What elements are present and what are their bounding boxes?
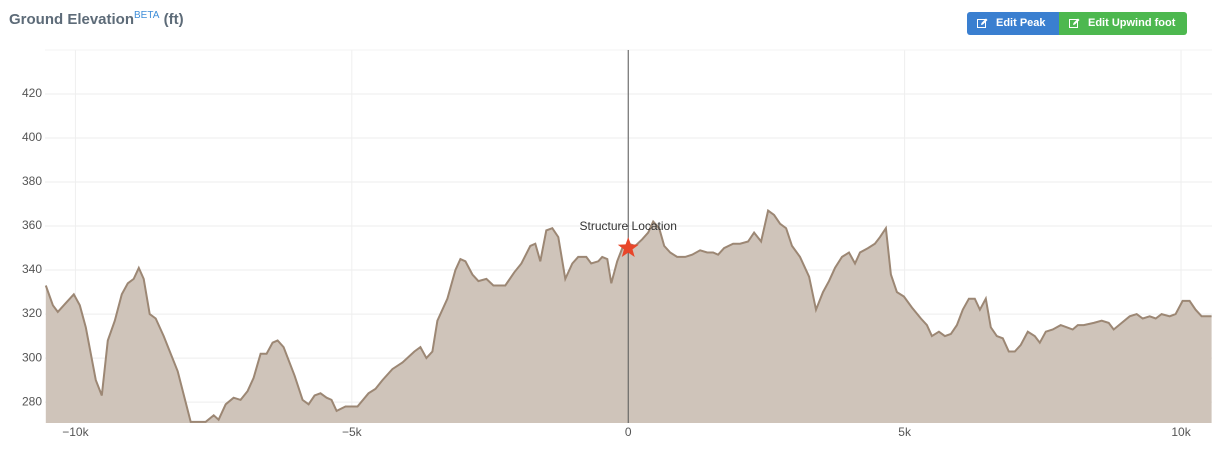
- edit-icon: [977, 18, 988, 28]
- button-label: Edit Upwind foot: [1088, 17, 1176, 29]
- y-tick-label: 340: [22, 262, 42, 276]
- y-tick-label: 380: [22, 174, 42, 188]
- x-tick-label: 0: [625, 425, 632, 439]
- y-tick-label: 360: [22, 218, 42, 232]
- edit-peak-button[interactable]: Edit Peak: [967, 12, 1059, 35]
- button-label: Edit Peak: [996, 17, 1046, 29]
- y-tick-label: 300: [22, 350, 42, 364]
- structure-marker: [617, 237, 639, 257]
- annotation: Structure Location: [580, 219, 677, 233]
- x-tick-label: 10k: [1171, 425, 1191, 439]
- y-tick-label: 400: [22, 130, 42, 144]
- y-tick-label: 280: [22, 394, 42, 408]
- elevation-line: [44, 208, 1212, 423]
- x-tick-label: 5k: [898, 425, 912, 439]
- edit-icon: [1069, 18, 1080, 28]
- button-group: Edit Peak Edit Upwind foot: [967, 12, 1188, 35]
- unit: (ft): [163, 11, 184, 28]
- beta-badge: BETA: [134, 10, 160, 21]
- x-tick-label: −10k: [62, 425, 89, 439]
- y-tick-label: 420: [22, 86, 42, 100]
- title: Ground Elevation: [9, 11, 135, 28]
- y-tick-label: 320: [22, 306, 42, 320]
- x-tick-label: −5k: [342, 425, 363, 439]
- edit-upwind-button[interactable]: Edit Upwind foot: [1059, 12, 1188, 35]
- panel-title: Ground ElevationBETA (ft): [9, 10, 184, 28]
